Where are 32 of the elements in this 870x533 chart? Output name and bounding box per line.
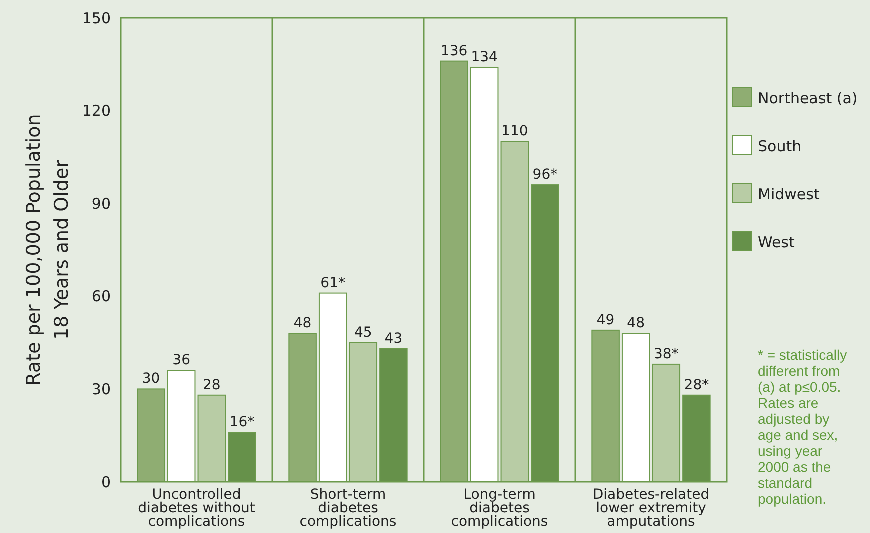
x-tick-label: Long-term diabetes complications <box>451 487 548 530</box>
data-label: 110 <box>502 124 528 140</box>
y-tick-label: 150 <box>82 9 111 28</box>
y-tick-label: 30 <box>92 380 111 398</box>
y-tick-label: 120 <box>82 102 111 120</box>
y-tick-label: 90 <box>92 194 111 213</box>
data-label: 134 <box>471 49 498 66</box>
data-label: 38* <box>654 346 679 362</box>
y-tick-label: 60 <box>92 288 111 306</box>
legend-label: South <box>758 137 802 156</box>
data-label: 61* <box>320 275 346 292</box>
x-tick-label: Diabetes-related lower extremity amputations <box>592 487 710 530</box>
legend-label: Midwest <box>758 185 820 204</box>
data-label: 49 <box>596 312 615 328</box>
data-label: 36 <box>172 352 191 369</box>
data-label: 16* <box>230 414 255 431</box>
y-axis-title: Rate per 100,000 Population 18 Years and Older <box>23 114 73 386</box>
x-tick-label: Uncontrolled diabetes without complications <box>138 487 256 530</box>
data-label: 43 <box>384 330 403 347</box>
data-label: 48 <box>627 316 646 332</box>
data-label: 136 <box>440 43 468 60</box>
text: * = statistically different from (a) at p≤0.05. Rates are adjusted by age and sex, using year 2000 as the standard population. <box>758 347 848 507</box>
data-label: 28 <box>202 377 221 394</box>
legend-label: West <box>758 233 795 252</box>
x-tick-label: Short-term diabetes complications <box>300 487 397 530</box>
y-tick-label: 0 <box>101 473 111 492</box>
data-label: 96* <box>532 167 558 184</box>
data-label: 30 <box>142 371 160 388</box>
data-label: 48 <box>294 316 312 332</box>
legend-label: Northeast (a) <box>758 89 858 108</box>
data-label: 45 <box>354 324 372 341</box>
data-label: 28* <box>684 377 710 394</box>
